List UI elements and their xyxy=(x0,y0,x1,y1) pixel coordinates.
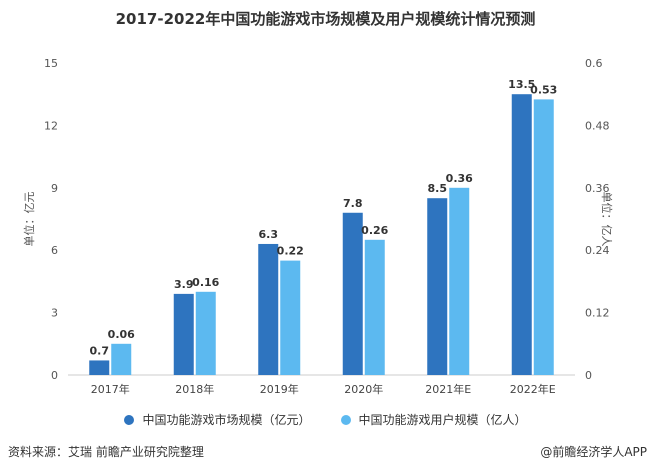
y-tick-label: 9 xyxy=(51,182,58,195)
x-tick-label: 2018年 xyxy=(175,382,214,396)
data-label: 0.36 xyxy=(446,172,473,185)
data-label: 8.5 xyxy=(428,182,448,195)
bar-market xyxy=(511,94,532,375)
legend-swatch xyxy=(340,414,351,425)
data-label: 13.5 xyxy=(508,78,535,91)
y-tick-label: 12 xyxy=(44,119,58,132)
y2-tick-label: 0 xyxy=(585,369,592,382)
y-tick-label: 0 xyxy=(51,369,58,382)
credit: @前瞻经济学人APP xyxy=(540,445,647,459)
data-label: 7.8 xyxy=(343,197,363,210)
bar-users xyxy=(195,291,216,375)
y-axis-label: 单位：亿元 xyxy=(22,192,36,247)
bar-market xyxy=(342,212,363,375)
data-label: 0.22 xyxy=(277,245,304,258)
bar-users xyxy=(449,187,470,375)
y-tick-label: 3 xyxy=(51,307,58,320)
y2-axis-label: 单位：亿人 xyxy=(600,192,614,247)
chart-title: 2017-2022年中国功能游戏市场规模及用户规模统计情况预测 xyxy=(115,10,536,28)
x-tick-label: 2021年E xyxy=(425,382,471,396)
data-label: 0.53 xyxy=(530,83,557,96)
x-tick-label: 2020年 xyxy=(344,382,383,396)
x-tick-label: 2017年 xyxy=(91,382,130,396)
y2-tick-label: 0.48 xyxy=(585,119,610,132)
data-label: 6.3 xyxy=(259,228,279,241)
legend-swatch xyxy=(124,414,135,425)
y2-tick-label: 0.24 xyxy=(585,244,610,257)
source-note: 资料来源：艾瑞 前瞻产业研究院整理 xyxy=(8,445,204,459)
bar-users xyxy=(364,239,385,375)
y-tick-label: 15 xyxy=(44,57,58,70)
data-label: 0.16 xyxy=(192,276,219,289)
x-tick-label: 2022年E xyxy=(510,382,556,396)
legend-label: 中国功能游戏市场规模（亿元） xyxy=(142,413,311,427)
x-tick-label: 2019年 xyxy=(260,382,299,396)
data-label: 0.06 xyxy=(108,328,135,341)
bar-market xyxy=(173,293,194,375)
data-label: 0.26 xyxy=(361,224,388,237)
y2-tick-label: 0.6 xyxy=(585,57,603,70)
bar-market xyxy=(427,198,448,375)
y2-tick-label: 0.12 xyxy=(585,307,610,320)
data-label: 0.7 xyxy=(90,344,110,357)
bar-users xyxy=(533,99,554,376)
bar-users xyxy=(280,260,301,375)
y-tick-label: 6 xyxy=(51,244,58,257)
bar-market xyxy=(89,360,110,375)
bar-market xyxy=(258,243,279,375)
legend: 中国功能游戏市场规模（亿元） 中国功能游戏用户规模（亿人） xyxy=(0,411,651,428)
data-label: 3.9 xyxy=(174,278,194,291)
legend-label: 中国功能游戏用户规模（亿人） xyxy=(358,413,527,427)
y2-tick-label: 0.36 xyxy=(585,182,610,195)
legend-item-users[interactable]: 中国功能游戏用户规模（亿人） xyxy=(340,411,527,428)
legend-item-market[interactable]: 中国功能游戏市场规模（亿元） xyxy=(124,411,311,428)
bar-users xyxy=(111,343,132,375)
